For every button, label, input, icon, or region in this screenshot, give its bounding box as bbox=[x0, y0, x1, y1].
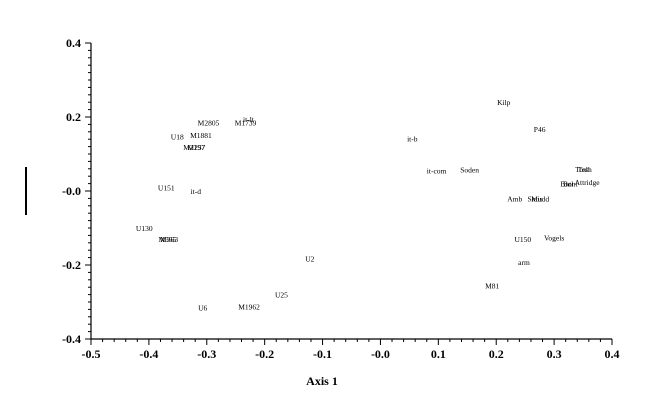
point-label: Soden bbox=[460, 166, 479, 175]
point-label: arm bbox=[518, 258, 530, 267]
point-label: it-lt bbox=[243, 115, 255, 124]
point-label: Bont bbox=[563, 180, 579, 189]
point-label: Attridge bbox=[575, 178, 601, 187]
point-label: Amb bbox=[507, 194, 522, 203]
point-label: M81 bbox=[485, 281, 499, 290]
y-tick-label: -0.0 bbox=[62, 184, 81, 198]
point-label: U6 bbox=[198, 304, 207, 313]
point-label: U18 bbox=[171, 133, 184, 142]
point-label: M2197 bbox=[183, 143, 205, 152]
x-tick-label: -0.4 bbox=[139, 347, 158, 361]
point-label: U150 bbox=[515, 235, 532, 244]
point-label: Tosh bbox=[575, 165, 590, 174]
point-label: P46 bbox=[534, 125, 546, 134]
x-tick-label: -0.0 bbox=[371, 347, 390, 361]
y-tick-label: -0.4 bbox=[62, 332, 81, 346]
point-label: U151 bbox=[158, 183, 175, 192]
point-label: U25 bbox=[275, 291, 288, 300]
point-label: it-b bbox=[407, 134, 418, 143]
x-tick-label: -0.1 bbox=[313, 347, 332, 361]
edge-marker-bar bbox=[25, 167, 27, 215]
x-tick-label: 0.1 bbox=[431, 347, 446, 361]
x-tick-label: 0.2 bbox=[489, 347, 504, 361]
x-axis-title: Axis 1 bbox=[306, 374, 338, 388]
point-label: Bntl bbox=[560, 180, 573, 189]
point-label: Vogels bbox=[544, 233, 564, 242]
x-tick-label: 0.4 bbox=[605, 347, 620, 361]
point-label: M1962 bbox=[238, 302, 260, 311]
point-label: M2805 bbox=[198, 119, 220, 128]
x-tick-label: -0.5 bbox=[82, 347, 101, 361]
point-label: Sluis bbox=[527, 194, 542, 203]
point-label: U2 bbox=[305, 254, 314, 263]
point-label: M1739 bbox=[235, 119, 257, 128]
point-label: M365 bbox=[158, 235, 176, 244]
x-tick-label: 0.3 bbox=[547, 347, 562, 361]
point-label: Kilp bbox=[497, 98, 511, 107]
point-label: U130 bbox=[136, 224, 153, 233]
point-label: M257 bbox=[187, 143, 205, 152]
x-tick-label: -0.2 bbox=[255, 347, 274, 361]
y-tick-label: 0.2 bbox=[66, 110, 81, 124]
y-tick-label: -0.2 bbox=[62, 258, 81, 272]
point-label: M1881 bbox=[190, 131, 212, 140]
axes: -0.5 -0.4 -0.3 -0.2 -0.1 -0.0 0.1 0.2 0.3 0.4-0.4… bbox=[62, 36, 620, 361]
point-label: it-com bbox=[427, 167, 447, 176]
point-label: Tesh bbox=[578, 165, 592, 174]
point-label: it-d bbox=[191, 187, 202, 196]
x-tick-label: -0.3 bbox=[197, 347, 216, 361]
y-tick-label: 0.4 bbox=[66, 36, 81, 50]
point-label: M363 bbox=[160, 235, 178, 244]
point-label: Mudd bbox=[531, 194, 549, 203]
